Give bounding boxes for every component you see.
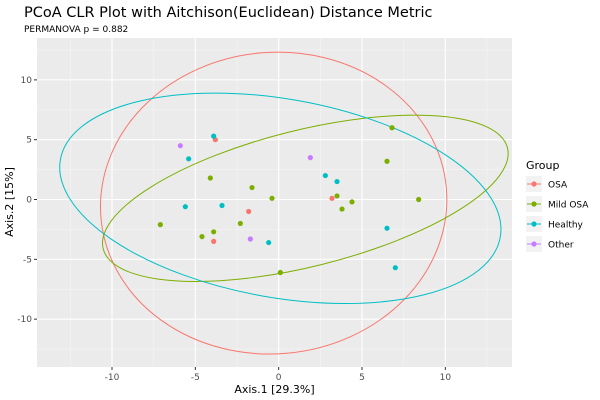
ellipse-mild-osa [102,114,509,282]
legend-item-healthy: Healthy [526,216,584,232]
point-other [177,143,183,149]
point-mild-osa [389,125,395,131]
point-mild-osa [157,222,163,228]
point-other [307,155,313,161]
x-tick-label: -5 [191,373,200,383]
plot-panel [37,38,512,367]
chart-subtitle: PERMANOVA p = 0.882 [24,25,128,35]
point-mild-osa [416,196,422,203]
y-tick-label: -10 [17,315,32,325]
point-healthy [334,178,340,185]
x-tick-label: -10 [105,373,120,383]
point-osa [246,208,252,215]
legend-title: Group [526,159,560,172]
legend-key-dot [531,241,537,247]
point-mild-osa [211,229,217,235]
point-healthy [384,225,390,231]
chart-title: PCoA CLR Plot with Aitchison(Euclidean) … [24,5,433,21]
point-mild-osa [269,195,275,201]
point-osa [211,238,217,244]
ellipse-healthy [59,92,502,305]
legend-key-dot [531,201,537,207]
legend-label: Other [548,241,574,251]
point-mild-osa [349,199,355,205]
point-mild-osa [277,269,283,276]
point-mild-osa [334,193,340,199]
x-tick-label: 5 [359,373,365,383]
point-mild-osa [339,206,345,212]
legend: Group OSA Mild OSA Healthy Other [526,159,589,252]
confidence-ellipses [59,51,509,355]
point-healthy [182,204,188,210]
legend-key-dot [531,221,537,227]
point-osa [329,195,335,201]
data-points [157,125,422,276]
x-tick-label: 10 [440,373,452,383]
y-tick-label: 5 [26,136,32,146]
legend-item-mild-osa: Mild OSA [526,196,589,212]
point-mild-osa [237,220,243,227]
point-healthy [266,239,272,246]
y-axis-ticks: -10 -5 0 5 10 [17,76,37,325]
point-healthy [322,172,328,179]
legend-item-other: Other [526,236,574,252]
x-axis-ticks: -10 -5 0 5 10 [105,367,452,383]
legend-item-osa: OSA [526,176,568,192]
legend-key-dot [531,181,537,187]
point-healthy [186,156,192,162]
point-mild-osa [384,158,390,164]
x-axis-label: Axis.1 [29.3%] [234,383,314,396]
legend-label: Mild OSA [548,201,589,211]
point-mild-osa [249,184,255,191]
point-other [247,236,253,242]
y-axis-label: Axis.2 [15%] [3,167,16,237]
legend-label: OSA [548,181,568,191]
y-tick-label: 0 [26,196,32,206]
point-healthy [219,202,225,209]
point-mild-osa [199,233,205,240]
legend-label: Healthy [548,221,584,231]
y-tick-label: -5 [23,255,32,265]
ellipse-osa [99,51,448,355]
y-tick-label: 10 [21,76,33,86]
grid-lines [37,38,512,367]
point-healthy [211,133,217,139]
x-tick-label: 0 [276,373,282,383]
point-healthy [392,265,398,271]
point-mild-osa [207,175,213,181]
